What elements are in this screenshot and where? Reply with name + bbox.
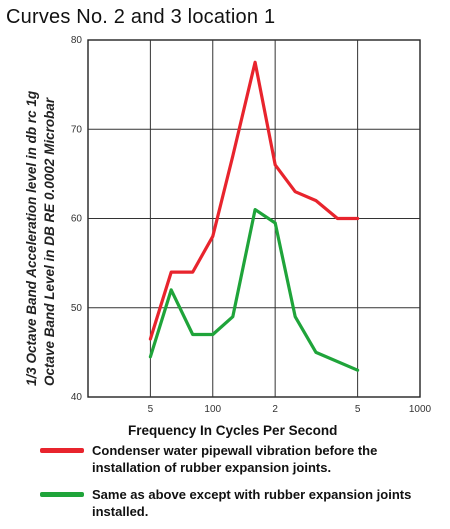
legend-swatch-green [40,492,84,497]
legend-label-after: Same as above except with rubber expansi… [92,487,412,519]
x-tick-label: 5 [148,404,154,415]
series-line-before [148,60,360,341]
x-tick-label: 5 [355,404,361,415]
y-tick-label: 70 [71,124,83,135]
x-tick-label: 1000 [409,404,432,415]
x-axis-label: Frequency In Cycles Per Second [128,423,338,438]
y-tick-label: 50 [71,303,83,314]
y-tick-label: 80 [71,35,83,46]
series-line-after [148,208,360,372]
y-tick-label: 60 [71,214,83,225]
legend-label-before: Condenser water pipewall vibration befor… [92,443,378,475]
legend-swatch-red [40,448,84,453]
y-tick-label: 40 [71,392,83,403]
x-tick-label: 2 [272,404,278,415]
x-tick-label: 100 [204,404,221,415]
chart-title: Curves No. 2 and 3 location 1 [6,6,276,28]
